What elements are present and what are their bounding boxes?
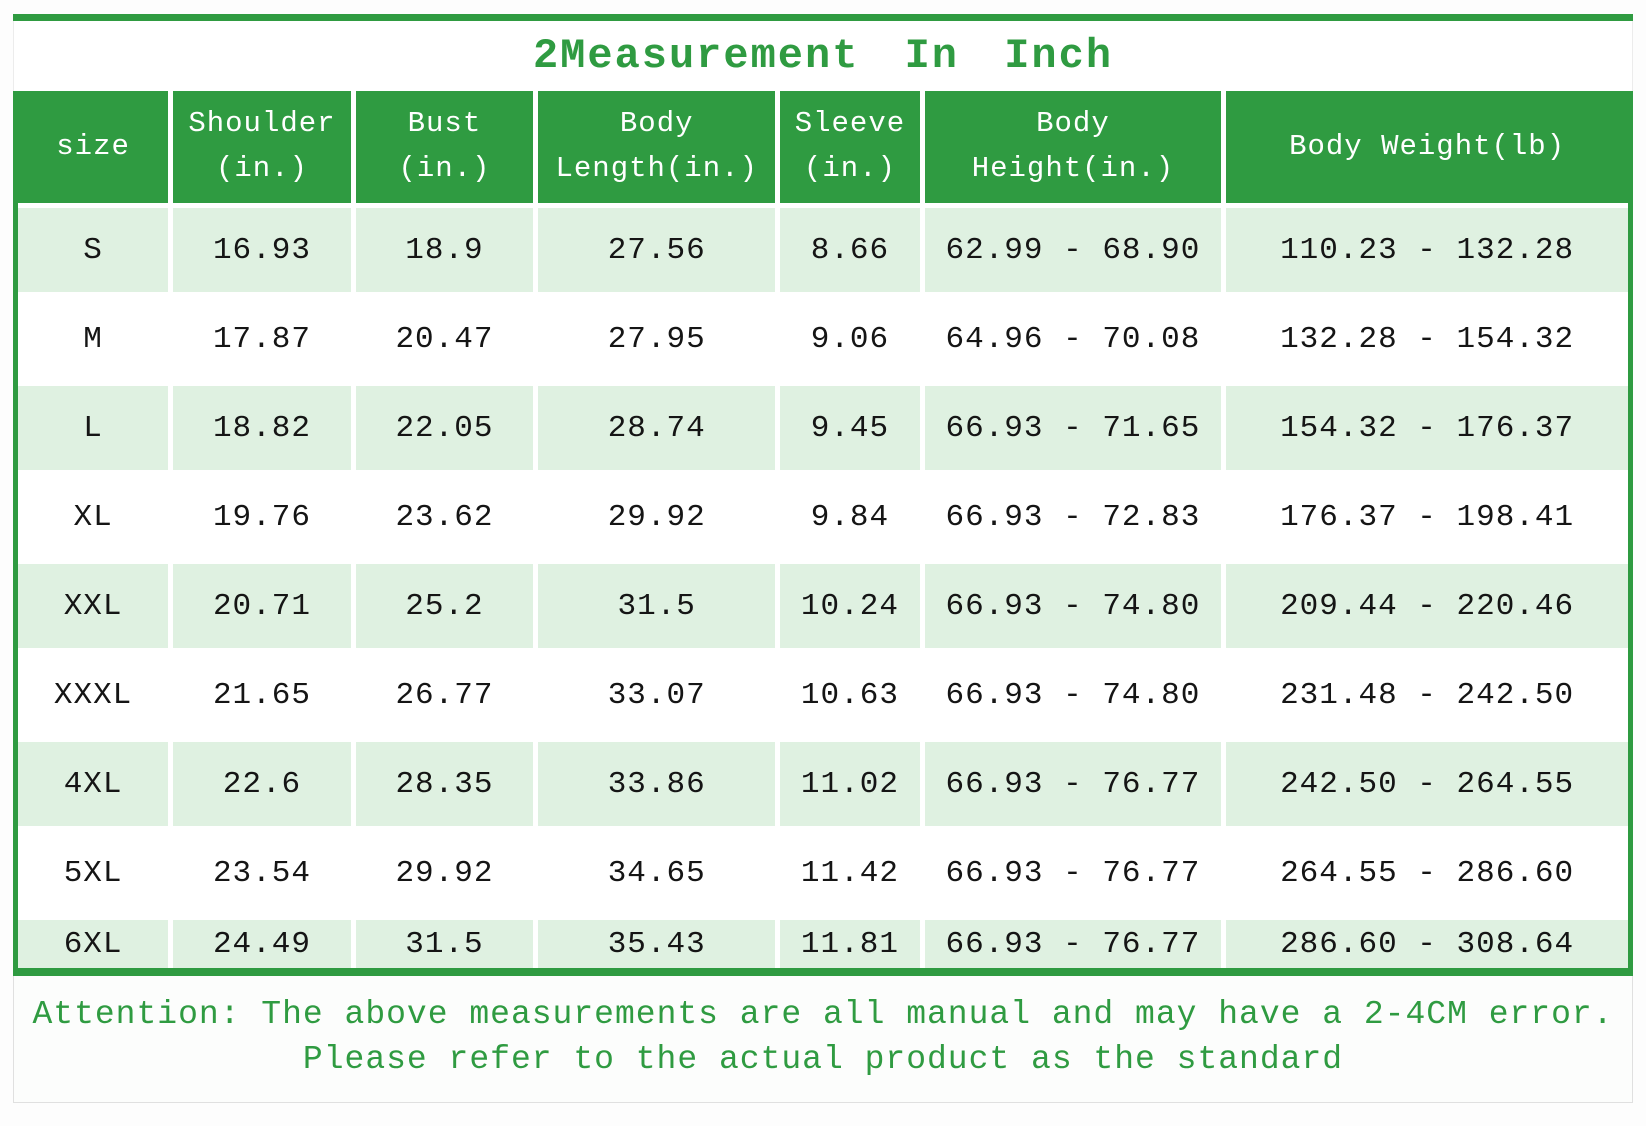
cell-xl-body-weight: 176.37 - 198.41 [1226,475,1628,559]
cell-xl-size: XL [18,475,169,559]
cell-xxl-body-weight: 209.44 - 220.46 [1226,564,1628,648]
cell-s-sleeve: 8.66 [780,208,920,292]
cell-l-size: L [18,386,169,470]
cell-xxl-size: XXL [18,564,169,648]
cell-xxxl-size: XXXL [18,653,169,737]
cell-xxl-bust: 25.2 [355,564,534,648]
cell-l-sleeve: 9.45 [780,386,920,470]
cell-s-shoulder: 16.93 [173,208,351,292]
cell-5xl-body-length: 34.65 [538,831,776,915]
size-table-frame: 2Measurement In Inch size Shoulder (in.)… [13,14,1633,976]
cell-l-bust: 22.05 [355,386,534,470]
cell-m-shoulder: 17.87 [173,297,351,381]
cell-4xl-size: 4XL [18,742,169,826]
cell-6xl-shoulder: 24.49 [173,920,351,968]
cell-4xl-bust: 28.35 [355,742,534,826]
cell-5xl-body-weight: 264.55 - 286.60 [1226,831,1628,915]
attention-note: Attention: The above measurements are al… [13,976,1633,1103]
cell-4xl-body-height: 66.93 - 76.77 [924,742,1222,826]
cell-xl-body-height: 66.93 - 72.83 [924,475,1222,559]
cell-xxxl-shoulder: 21.65 [173,653,351,737]
attention-line-1: Attention: The above measurements are al… [32,996,1614,1033]
cell-xxxl-body-height: 66.93 - 74.80 [924,653,1222,737]
cell-xxxl-body-length: 33.07 [538,653,776,737]
cell-5xl-size: 5XL [18,831,169,915]
cell-m-size: M [18,297,169,381]
page-title: 2Measurement In Inch [532,32,1114,80]
cell-xxl-body-height: 66.93 - 74.80 [924,564,1222,648]
cell-xxl-body-length: 31.5 [538,564,776,648]
cell-6xl-sleeve: 11.81 [780,920,920,968]
cell-m-body-weight: 132.28 - 154.32 [1226,297,1628,381]
cell-4xl-body-length: 33.86 [538,742,776,826]
cell-l-shoulder: 18.82 [173,386,351,470]
cell-s-size: S [18,208,169,292]
cell-xxxl-sleeve: 10.63 [780,653,920,737]
col-header-shoulder: Shoulder (in.) [173,91,351,203]
cell-5xl-body-height: 66.93 - 76.77 [924,831,1222,915]
attention-line-2: Please refer to the actual product as th… [302,1041,1344,1078]
size-table-border: size Shoulder (in.) Bust (in.) Body Leng… [13,91,1633,976]
cell-l-body-length: 28.74 [538,386,776,470]
cell-xl-sleeve: 9.84 [780,475,920,559]
col-header-bust: Bust (in.) [355,91,534,203]
size-table: size Shoulder (in.) Bust (in.) Body Leng… [18,91,1628,968]
size-chart-content: 2Measurement In Inch size Shoulder (in.)… [13,14,1633,1103]
cell-s-body-length: 27.56 [538,208,776,292]
cell-xl-body-length: 29.92 [538,475,776,559]
cell-4xl-sleeve: 11.02 [780,742,920,826]
col-header-body-height: Body Height(in.) [924,91,1222,203]
cell-l-body-height: 66.93 - 71.65 [924,386,1222,470]
col-header-body-length: Body Length(in.) [538,91,776,203]
col-header-size: size [18,91,169,203]
cell-s-bust: 18.9 [355,208,534,292]
cell-6xl-bust: 31.5 [355,920,534,968]
cell-6xl-body-weight: 286.60 - 308.64 [1226,920,1628,968]
cell-m-body-length: 27.95 [538,297,776,381]
col-header-sleeve: Sleeve (in.) [780,91,920,203]
cell-5xl-bust: 29.92 [355,831,534,915]
cell-xl-bust: 23.62 [355,475,534,559]
cell-s-body-weight: 110.23 - 132.28 [1226,208,1628,292]
cell-6xl-body-height: 66.93 - 76.77 [924,920,1222,968]
cell-5xl-shoulder: 23.54 [173,831,351,915]
cell-6xl-body-length: 35.43 [538,920,776,968]
cell-xl-shoulder: 19.76 [173,475,351,559]
cell-4xl-shoulder: 22.6 [173,742,351,826]
cell-6xl-size: 6XL [18,920,169,968]
cell-l-body-weight: 154.32 - 176.37 [1226,386,1628,470]
cell-xxxl-body-weight: 231.48 - 242.50 [1226,653,1628,737]
cell-m-bust: 20.47 [355,297,534,381]
cell-s-body-height: 62.99 - 68.90 [924,208,1222,292]
cell-m-body-height: 64.96 - 70.08 [924,297,1222,381]
title-band: 2Measurement In Inch [13,21,1633,91]
cell-m-sleeve: 9.06 [780,297,920,381]
cell-xxl-shoulder: 20.71 [173,564,351,648]
cell-5xl-sleeve: 11.42 [780,831,920,915]
cell-xxl-sleeve: 10.24 [780,564,920,648]
cell-4xl-body-weight: 242.50 - 264.55 [1226,742,1628,826]
cell-xxxl-bust: 26.77 [355,653,534,737]
col-header-body-weight: Body Weight(lb) [1226,91,1628,203]
